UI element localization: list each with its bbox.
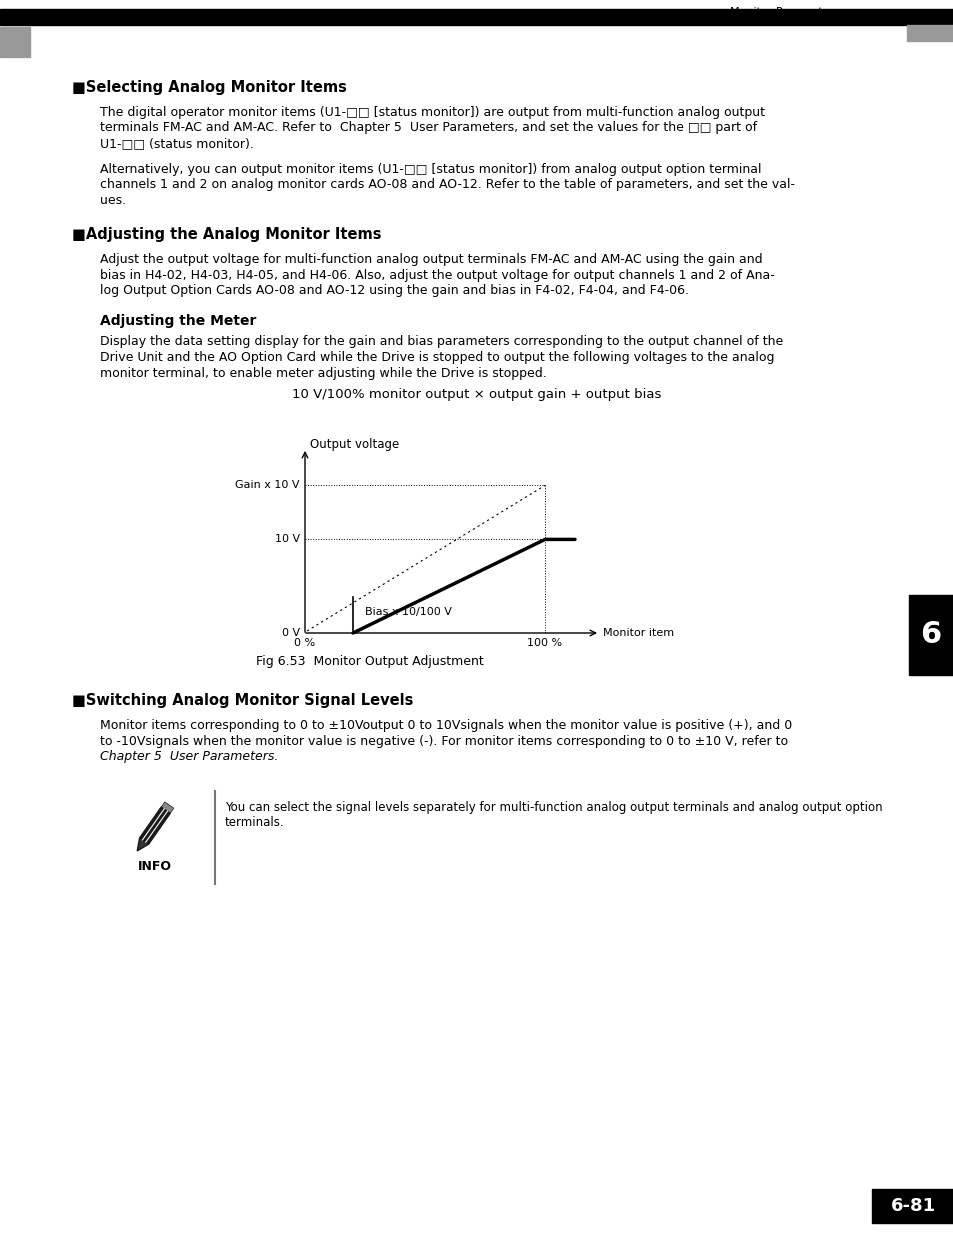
Text: bias in H4-02, H4-03, H4-05, and H4-06. Also, adjust the output voltage for outp: bias in H4-02, H4-03, H4-05, and H4-06. …	[100, 268, 774, 282]
Bar	[871, 1189, 953, 1223]
Text: terminals.: terminals.	[225, 815, 284, 829]
Text: Output voltage: Output voltage	[310, 438, 399, 451]
Text: ■Adjusting the Analog Monitor Items: ■Adjusting the Analog Monitor Items	[71, 227, 381, 242]
Text: 10 V/100% monitor output × output gain + output bias: 10 V/100% monitor output × output gain +…	[292, 388, 661, 401]
Text: 100 %: 100 %	[527, 638, 562, 648]
Text: Gain x 10 V: Gain x 10 V	[235, 480, 299, 490]
Bar	[0, 27, 30, 57]
Text: The digital operator monitor items (U1-□□ [status monitor]) are output from mult: The digital operator monitor items (U1-□…	[100, 106, 764, 119]
Text: 0 %: 0 %	[294, 638, 315, 648]
Text: to -10Vsignals when the monitor value is negative (-). For monitor items corresp: to -10Vsignals when the monitor value is…	[100, 735, 787, 747]
Text: ues.: ues.	[100, 194, 126, 206]
Text: 0 V: 0 V	[281, 629, 299, 638]
Text: Alternatively, you can output monitor items (U1-□□ [status monitor]) from analog: Alternatively, you can output monitor it…	[100, 163, 760, 175]
Text: Adjusting the Meter: Adjusting the Meter	[100, 314, 256, 327]
Text: Monitor items corresponding to 0 to ±10Voutput 0 to 10Vsignals when the monitor : Monitor items corresponding to 0 to ±10V…	[100, 719, 791, 732]
Polygon shape	[161, 802, 173, 813]
Text: Drive Unit and the AO Option Card while the Drive is stopped to output the follo: Drive Unit and the AO Option Card while …	[100, 351, 774, 364]
Text: Bias x 10/100 V: Bias x 10/100 V	[365, 608, 452, 618]
Text: Adjust the output voltage for multi-function analog output terminals FM-AC and A: Adjust the output voltage for multi-func…	[100, 253, 761, 266]
Text: ■Selecting Analog Monitor Items: ■Selecting Analog Monitor Items	[71, 80, 347, 95]
Text: U1-□□ (status monitor).: U1-□□ (status monitor).	[100, 137, 253, 149]
Text: 6-81: 6-81	[889, 1197, 935, 1215]
Text: 6: 6	[920, 620, 941, 650]
Text: You can select the signal levels separately for multi-function analog output ter: You can select the signal levels separat…	[225, 800, 882, 814]
Text: Monitor item: Monitor item	[602, 629, 674, 638]
Text: INFO: INFO	[138, 861, 172, 873]
Text: channels 1 and 2 on analog monitor cards AO-08 and AO-12. Refer to the table of : channels 1 and 2 on analog monitor cards…	[100, 178, 794, 191]
Text: terminals FM-AC and AM-AC. Refer to  Chapter 5  User Parameters, and set the val: terminals FM-AC and AM-AC. Refer to Chap…	[100, 121, 757, 135]
Text: ■Switching Analog Monitor Signal Levels: ■Switching Analog Monitor Signal Levels	[71, 693, 413, 708]
Text: Fig 6.53  Monitor Output Adjustment: Fig 6.53 Monitor Output Adjustment	[255, 655, 483, 668]
Bar	[908, 595, 953, 676]
Polygon shape	[139, 806, 171, 845]
Text: Display the data setting display for the gain and bias parameters corresponding : Display the data setting display for the…	[100, 336, 782, 348]
Text: log Output Option Cards AO-08 and AO-12 using the gain and bias in F4-02, F4-04,: log Output Option Cards AO-08 and AO-12 …	[100, 284, 688, 296]
Bar	[906, 25, 953, 41]
Text: Monitor Parameters: Monitor Parameters	[729, 7, 840, 17]
Bar	[0, 9, 953, 25]
Text: monitor terminal, to enable meter adjusting while the Drive is stopped.: monitor terminal, to enable meter adjust…	[100, 367, 546, 379]
Text: Chapter 5  User Parameters.: Chapter 5 User Parameters.	[100, 750, 278, 763]
Polygon shape	[137, 837, 149, 851]
Text: 10 V: 10 V	[274, 535, 299, 545]
